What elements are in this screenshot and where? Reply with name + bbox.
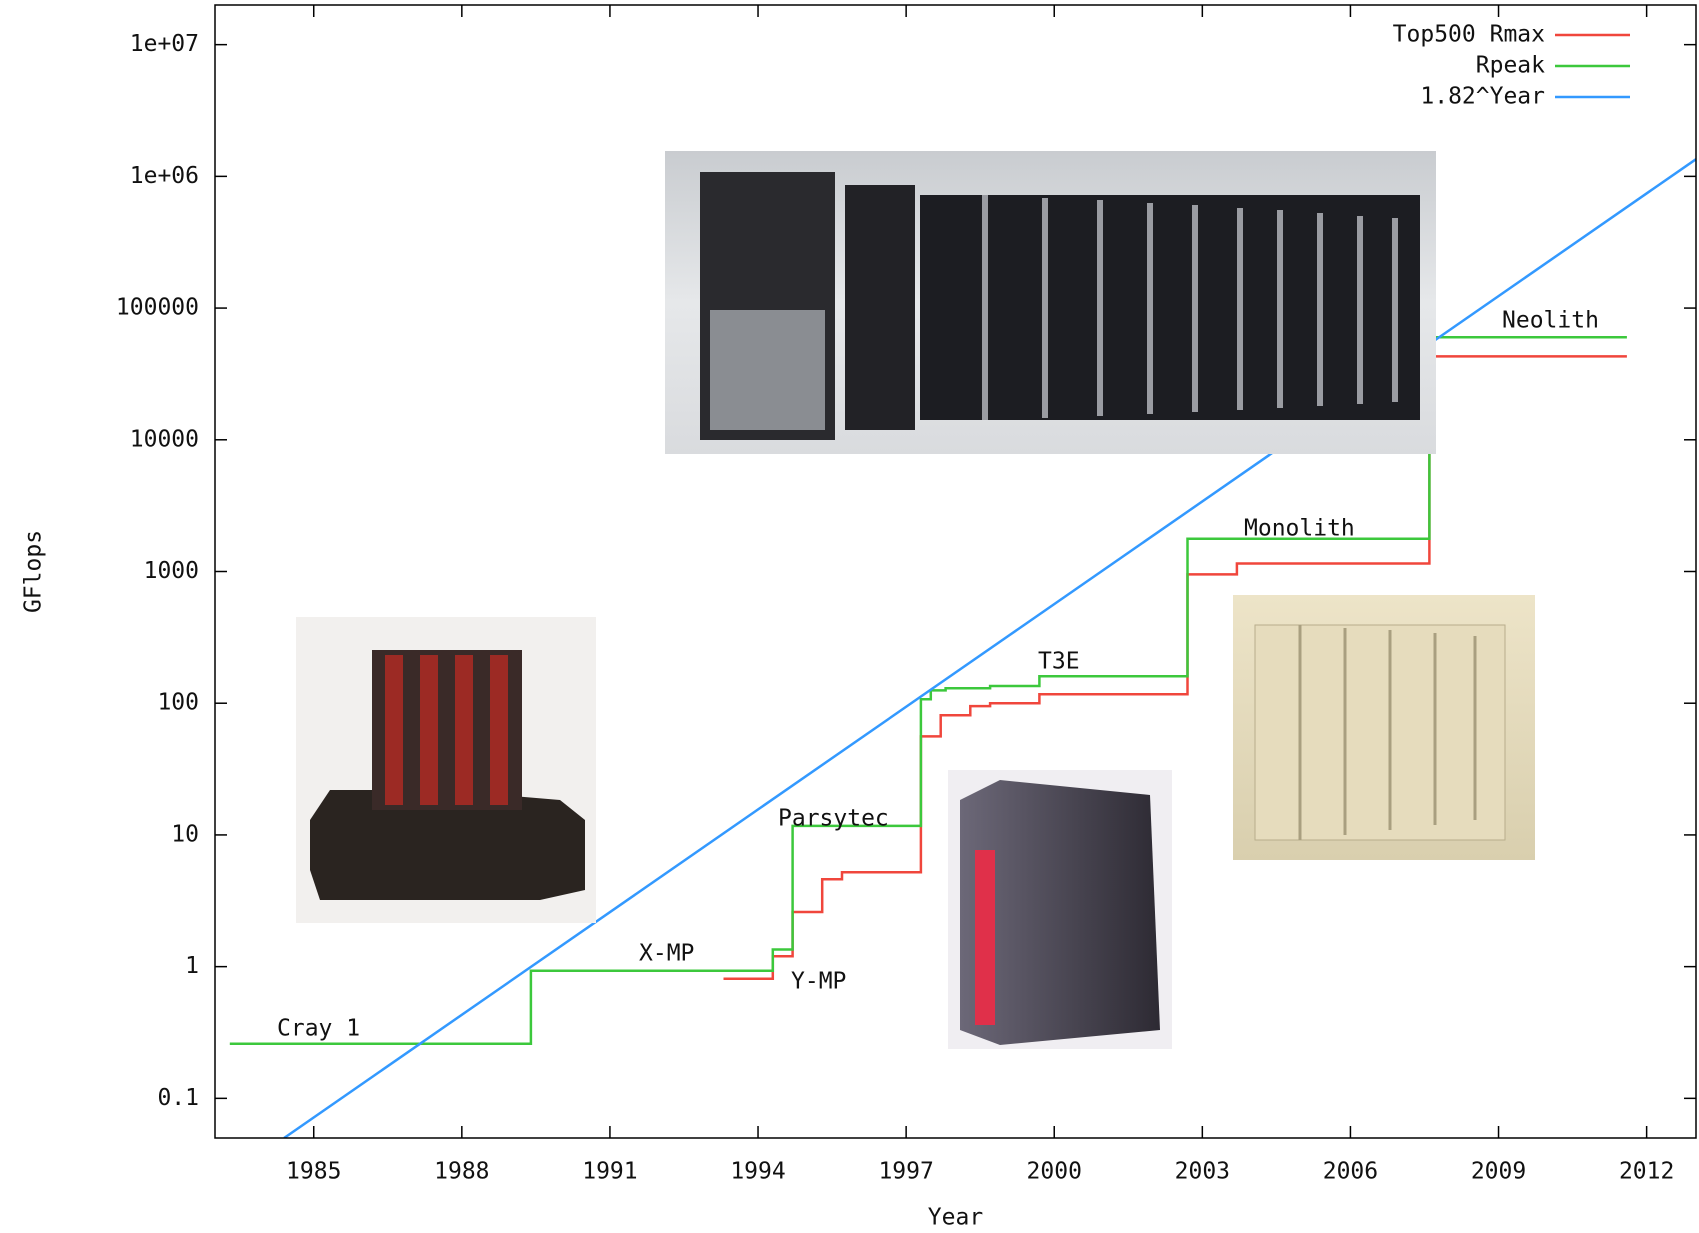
y-tick-label: 1e+06 (130, 163, 199, 189)
photo-t3e (948, 770, 1172, 1049)
annotation: Y-MP (791, 969, 846, 995)
y-axis-label: GFlops (21, 530, 47, 613)
y-tick-label: 1 (185, 953, 199, 979)
annotation: Neolith (1502, 308, 1599, 334)
x-tick-label: 1997 (878, 1159, 933, 1185)
legend-label: 1.82^Year (1420, 84, 1545, 110)
x-axis-label: Year (928, 1205, 983, 1231)
annotation: X-MP (639, 941, 694, 967)
y-tick-label: 1e+07 (130, 31, 199, 57)
chart: 1985 1988 1991 1994 1997 2000 2003 2006 2009 2012… (0, 0, 1699, 1233)
annotation: Parsytec (778, 806, 889, 832)
y-tick-label: 1000 (144, 558, 199, 584)
y-tick-label: 100000 (116, 295, 199, 321)
annotation: Cray 1 (277, 1016, 360, 1042)
y-tick-label: 10000 (130, 426, 199, 452)
x-tick-label: 1994 (730, 1159, 785, 1185)
x-tick-label: 2006 (1323, 1159, 1378, 1185)
photo-monolith (1233, 595, 1535, 860)
y-tick-label: 100 (157, 690, 199, 716)
y-tick-label: 0.1 (157, 1085, 199, 1111)
legend-label: Rpeak (1476, 53, 1545, 79)
y-tick-label: 10 (171, 821, 199, 847)
x-tick-label: 2000 (1027, 1159, 1082, 1185)
legend-label: Top500 Rmax (1393, 22, 1545, 48)
x-tick-label: 1988 (434, 1159, 489, 1185)
x-tick-label: 2009 (1471, 1159, 1526, 1185)
photo-rack-row (665, 151, 1436, 454)
x-tick-label: 2012 (1619, 1159, 1674, 1185)
photo-cray-1 (296, 617, 596, 923)
x-tick-label: 1991 (582, 1159, 637, 1185)
annotation: T3E (1038, 649, 1080, 675)
page: 1985 1988 1991 1994 1997 2000 2003 2006 2009 2012… (0, 0, 1699, 1233)
annotation: Monolith (1244, 516, 1355, 542)
x-tick-label: 1985 (286, 1159, 341, 1185)
x-tick-label: 2003 (1175, 1159, 1230, 1185)
